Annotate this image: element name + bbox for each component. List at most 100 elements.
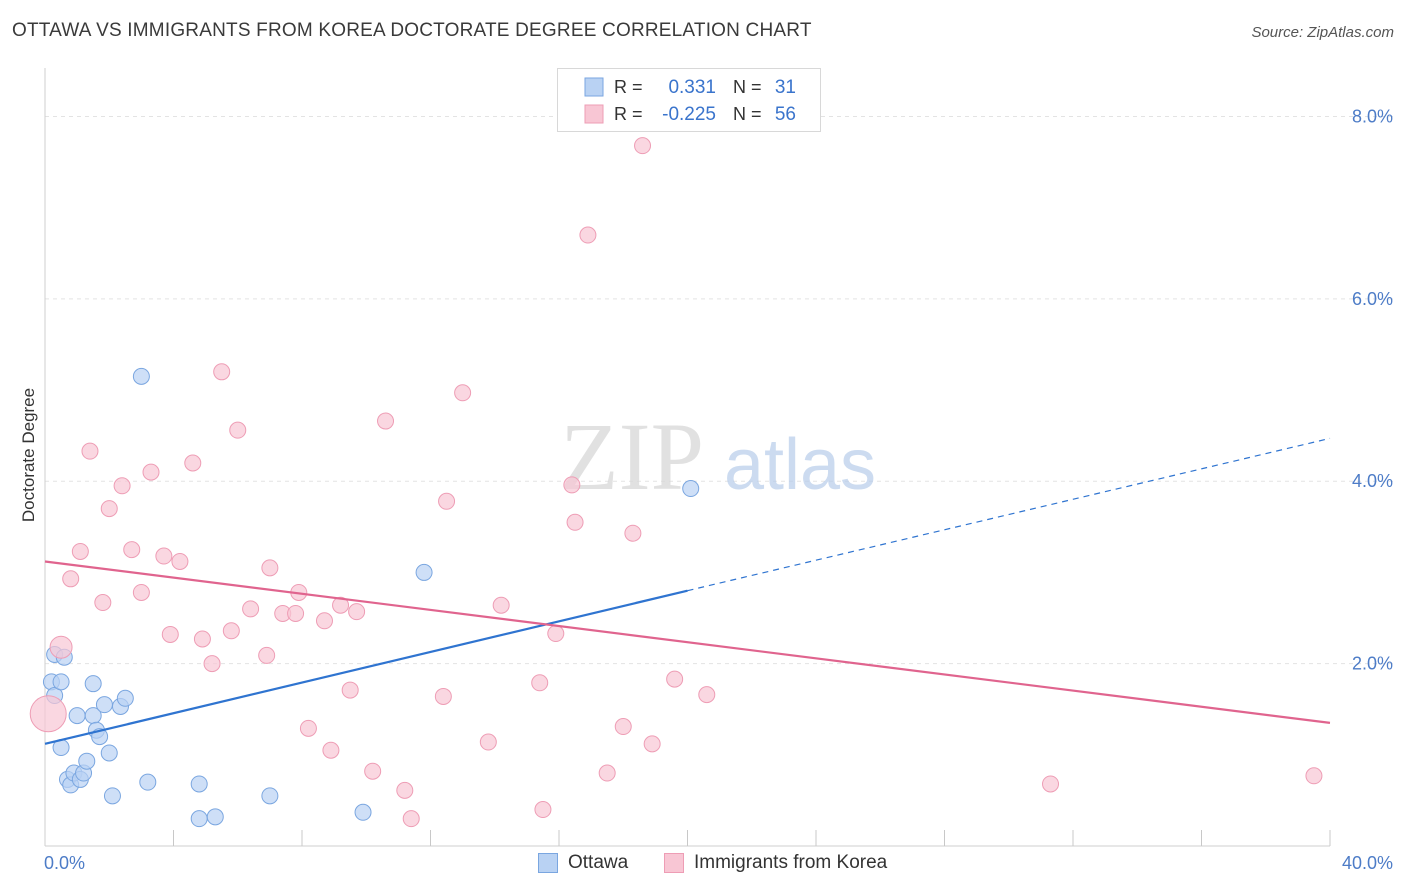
korea-point bbox=[434, 687, 452, 705]
korea-point bbox=[81, 442, 99, 460]
korea-point bbox=[341, 681, 359, 699]
korea-points bbox=[29, 137, 1323, 828]
legend-swatch-ottawa bbox=[584, 77, 604, 97]
legend-marker-ottawa bbox=[538, 853, 558, 873]
korea-point bbox=[614, 718, 632, 736]
korea-point bbox=[113, 477, 131, 495]
korea-point bbox=[142, 463, 160, 481]
tick-labels: 2.0% 4.0% 6.0% 8.0% 0.0% 40.0% bbox=[44, 106, 1393, 873]
korea-point bbox=[71, 542, 89, 560]
source-label: Source: ZipAtlas.com bbox=[1251, 24, 1394, 41]
chart-title: OTTAWA VS IMMIGRANTS FROM KOREA DOCTORAT… bbox=[12, 20, 812, 41]
korea-point bbox=[492, 596, 510, 614]
korea-point bbox=[213, 363, 231, 381]
korea-point bbox=[454, 384, 472, 402]
korea-point bbox=[299, 719, 317, 737]
y-tick-label: 6.0% bbox=[1352, 289, 1393, 309]
y-tick-label: 8.0% bbox=[1352, 106, 1393, 126]
korea-point bbox=[1305, 767, 1323, 785]
korea-point bbox=[579, 226, 597, 244]
correlation-legend: R = 0.331 N = 31 R = -0.225 N = 56 bbox=[557, 68, 821, 132]
legend-item-ottawa[interactable]: Ottawa bbox=[538, 852, 628, 874]
korea-point bbox=[171, 552, 189, 570]
korea-point bbox=[49, 635, 73, 659]
korea-point bbox=[534, 801, 552, 819]
legend-item-korea[interactable]: Immigrants from Korea bbox=[664, 852, 887, 874]
ottawa-point bbox=[100, 744, 118, 762]
trend-lines bbox=[44, 437, 1331, 745]
series-legend: Ottawa Immigrants from Korea bbox=[0, 852, 1406, 878]
legend-n-label-korea: N = bbox=[733, 104, 762, 124]
ottawa-point bbox=[84, 675, 102, 693]
ottawa-point bbox=[52, 673, 70, 691]
korea-point bbox=[402, 810, 420, 828]
korea-point bbox=[377, 412, 395, 430]
korea-point bbox=[364, 762, 382, 780]
korea-point bbox=[547, 625, 565, 643]
y-tick-label: 2.0% bbox=[1352, 654, 1393, 674]
legend-n-value-ottawa: 31 bbox=[775, 77, 796, 98]
ottawa-point bbox=[116, 689, 134, 707]
korea-point bbox=[193, 630, 211, 648]
ottawa-point bbox=[682, 480, 700, 498]
y-tick-label: 4.0% bbox=[1352, 471, 1393, 491]
ottawa-trend-extension bbox=[687, 437, 1331, 592]
korea-point bbox=[29, 695, 67, 733]
korea-point bbox=[598, 764, 616, 782]
korea-point bbox=[203, 655, 221, 673]
legend-r-label-ottawa: R = bbox=[614, 77, 643, 97]
korea-point bbox=[184, 454, 202, 472]
korea-point bbox=[322, 741, 340, 759]
korea-point bbox=[229, 421, 247, 439]
ottawa-point bbox=[103, 787, 121, 805]
korea-point bbox=[643, 735, 661, 753]
grid-lines bbox=[45, 115, 1395, 665]
legend-name-ottawa: Ottawa bbox=[568, 852, 629, 873]
ottawa-point bbox=[206, 808, 224, 826]
korea-point bbox=[531, 674, 549, 692]
ottawa-point bbox=[190, 775, 208, 793]
korea-point bbox=[438, 492, 456, 510]
korea-point bbox=[332, 596, 350, 614]
korea-point bbox=[624, 524, 642, 542]
korea-point bbox=[261, 559, 279, 577]
ottawa-point bbox=[78, 752, 96, 770]
y-axis-label: Doctorate Degree bbox=[19, 388, 38, 522]
ottawa-trend-line bbox=[44, 589, 688, 745]
ottawa-point bbox=[354, 803, 372, 821]
korea-point bbox=[123, 541, 141, 559]
legend-swatch-korea bbox=[584, 104, 604, 124]
korea-point bbox=[698, 686, 716, 704]
korea-point bbox=[94, 594, 112, 612]
korea-trend-line bbox=[44, 560, 1331, 724]
korea-point bbox=[62, 570, 80, 588]
korea-point bbox=[566, 513, 584, 531]
korea-point bbox=[634, 137, 652, 155]
ottawa-point bbox=[132, 367, 150, 385]
korea-point bbox=[155, 547, 173, 565]
legend-n-label-ottawa: N = bbox=[733, 77, 762, 97]
korea-point bbox=[1042, 775, 1060, 793]
watermark: ZIP atlas bbox=[560, 403, 876, 510]
ottawa-point bbox=[261, 787, 279, 805]
legend-r-value-korea: -0.225 bbox=[662, 104, 716, 125]
korea-point bbox=[666, 670, 684, 688]
x-tick-label-max: 40.0% bbox=[1342, 853, 1393, 873]
korea-point bbox=[287, 604, 305, 622]
korea-point bbox=[479, 733, 497, 751]
korea-point bbox=[396, 781, 414, 799]
legend-n-value-korea: 56 bbox=[775, 104, 796, 125]
korea-point bbox=[242, 600, 260, 618]
korea-point bbox=[161, 625, 179, 643]
ottawa-point bbox=[139, 773, 157, 791]
korea-point bbox=[258, 646, 276, 664]
korea-point bbox=[348, 603, 366, 621]
korea-point bbox=[315, 612, 333, 630]
korea-point bbox=[132, 583, 150, 601]
legend-marker-korea bbox=[664, 853, 684, 873]
watermark-zip: ZIP bbox=[560, 403, 704, 510]
legend-name-korea: Immigrants from Korea bbox=[694, 852, 888, 873]
korea-point bbox=[222, 622, 240, 640]
ottawa-point bbox=[190, 810, 208, 828]
